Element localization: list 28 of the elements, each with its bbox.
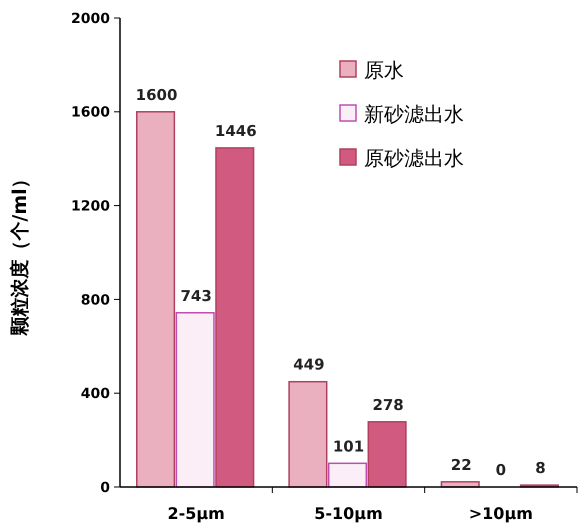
- data-label: 101: [332, 437, 364, 456]
- y-tick-label: 0: [100, 480, 110, 496]
- data-label: 8: [535, 459, 546, 478]
- data-label: 449: [293, 356, 325, 374]
- y-axis-title: 颗粒浓度（个/ml）: [9, 169, 31, 337]
- bar: [368, 421, 407, 488]
- legend-label: 原水: [364, 58, 404, 82]
- legend-label: 新砂滤出水: [364, 102, 464, 126]
- bar: [215, 147, 254, 488]
- data-label: 1600: [136, 86, 178, 104]
- x-tick-label: >10μm: [468, 504, 533, 523]
- bar: [136, 111, 176, 488]
- y-tick-label: 2000: [71, 10, 110, 27]
- bar: [328, 462, 368, 488]
- y-tick-label: 1600: [71, 104, 110, 121]
- x-tick-label: 5-10μm: [314, 504, 383, 523]
- data-label: 22: [450, 456, 472, 474]
- data-label: 0: [496, 461, 506, 479]
- y-tick-label: 400: [80, 386, 110, 402]
- data-label: 278: [372, 396, 404, 414]
- data-label: 1446: [214, 122, 257, 140]
- data-label: 743: [180, 286, 212, 305]
- x-tick-label: 2-5μm: [167, 504, 225, 523]
- bar: [176, 312, 215, 488]
- y-tick-label: 1200: [71, 198, 110, 214]
- legend-label: 原砂滤出水: [364, 146, 464, 170]
- y-tick-label: 800: [80, 292, 110, 308]
- bar: [288, 380, 328, 488]
